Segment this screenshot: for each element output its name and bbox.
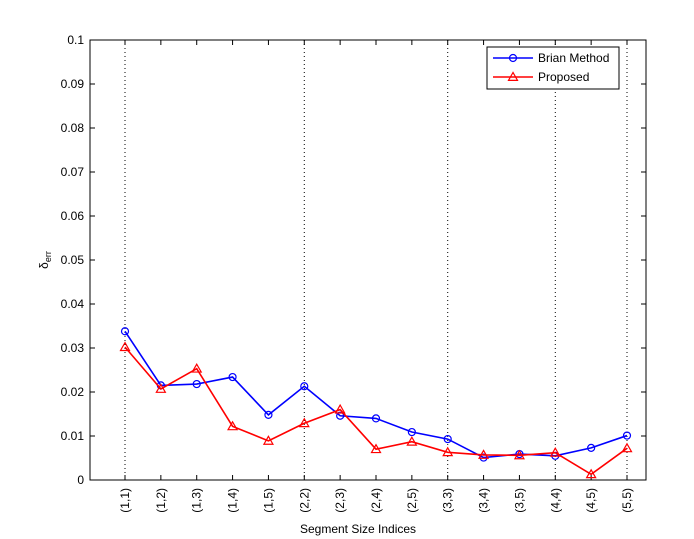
data-point-brian-method — [407, 427, 416, 437]
x-tick-label: (5,5) — [620, 488, 634, 513]
data-point-proposed — [334, 403, 346, 414]
data-point-brian-method — [300, 382, 309, 391]
data-point-brian-method — [587, 443, 596, 452]
x-tick-label: (2,5) — [405, 488, 419, 513]
x-tick-label: (3,4) — [477, 488, 491, 513]
x-tick-label: (2,3) — [333, 488, 347, 513]
y-axis-title-subscript: err — [43, 251, 53, 262]
y-tick-label: 0.01 — [61, 429, 85, 443]
data-point-proposed — [155, 383, 167, 393]
y-tick-label: 0.02 — [61, 385, 85, 399]
x-tick-label: (1,4) — [226, 488, 240, 513]
data-point-proposed — [191, 362, 203, 373]
x-tick-label: (1,3) — [190, 488, 204, 513]
x-tick-label: (3,5) — [512, 488, 526, 513]
data-point-proposed — [406, 436, 418, 446]
y-tick-label: 0 — [77, 473, 84, 487]
x-tick-label: (4,4) — [548, 488, 562, 513]
data-point-proposed — [227, 420, 239, 431]
data-point-brian-method — [336, 411, 345, 420]
data-point-brian-method — [622, 431, 632, 440]
y-tick-label: 0.09 — [61, 77, 85, 91]
x-tick-label: (2,4) — [369, 488, 383, 513]
data-point-proposed — [370, 443, 382, 454]
series-proposed — [119, 341, 633, 479]
y-axis-title: δerr — [37, 251, 53, 269]
data-point-proposed — [621, 442, 633, 453]
x-tick-label: (1,1) — [118, 488, 132, 513]
x-axis-title: Segment Size Indices — [300, 522, 416, 536]
x-tick-label: (1,5) — [261, 488, 275, 513]
y-axis-title-symbol: δ — [37, 262, 51, 269]
legend: Brian Method Proposed — [486, 46, 620, 90]
data-point-proposed — [298, 417, 310, 428]
series-line-brian-method — [124, 330, 628, 459]
plot-area — [89, 39, 647, 481]
y-tick-label: 0.05 — [61, 253, 85, 267]
legend-label-proposed: Proposed — [538, 70, 589, 84]
vertical-grid-lines — [124, 40, 628, 480]
y-tick-label: 0.07 — [61, 165, 85, 179]
plot-frame — [89, 39, 647, 481]
x-tick-label: (4,5) — [584, 488, 598, 513]
x-tick-label: (1,2) — [154, 488, 168, 513]
y-tick-label: 0.08 — [61, 121, 85, 135]
x-tick-label: (3,3) — [441, 488, 455, 513]
y-tick-label: 0.04 — [61, 297, 85, 311]
data-point-proposed — [585, 468, 597, 479]
x-axis: (1,1) (1,2) (1,3) (1,4) (1,5) (2,2) (2,3) (2,4)… — [118, 40, 634, 513]
series-group — [119, 327, 633, 479]
data-point-brian-method — [264, 410, 273, 419]
legend-marker-brian-method — [508, 53, 518, 63]
series-line-proposed — [124, 346, 628, 476]
y-axis: 0 0.01 0.02 0.03 0.04 0.05 0.06 0.07 0.08 0.09 0.1 — [61, 33, 646, 487]
data-point-proposed — [549, 447, 561, 457]
legend-box — [486, 46, 620, 90]
data-point-proposed — [442, 446, 454, 457]
legend-marker-proposed — [507, 71, 519, 81]
y-tick-label: 0.03 — [61, 341, 85, 355]
data-point-brian-method — [192, 379, 201, 389]
y-tick-label: 0.1 — [67, 33, 84, 47]
data-point-proposed — [119, 341, 131, 352]
data-point-proposed — [478, 449, 490, 459]
y-tick-label: 0.06 — [61, 209, 85, 223]
data-point-proposed — [262, 435, 274, 445]
y-axis-title-group: δerr — [37, 251, 53, 269]
data-point-proposed — [513, 449, 525, 460]
data-point-brian-method — [120, 327, 130, 336]
x-tick-label: (2,2) — [297, 488, 311, 513]
legend-label-brian-method: Brian Method — [538, 51, 609, 65]
data-point-brian-method — [371, 414, 381, 423]
data-point-brian-method — [443, 434, 452, 444]
data-point-brian-method — [228, 372, 237, 382]
